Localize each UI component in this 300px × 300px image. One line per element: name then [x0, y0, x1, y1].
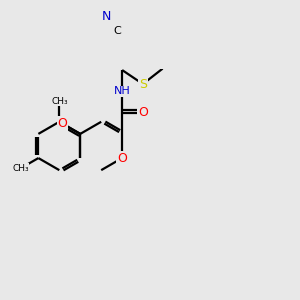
Text: CH₃: CH₃: [51, 97, 68, 106]
Text: O: O: [117, 152, 127, 165]
Text: CH₃: CH₃: [12, 164, 29, 173]
Text: NH: NH: [114, 86, 130, 96]
Text: C: C: [113, 26, 121, 36]
Text: O: O: [58, 117, 68, 130]
Text: S: S: [139, 77, 147, 91]
Text: N: N: [101, 10, 111, 23]
Text: O: O: [138, 106, 148, 119]
